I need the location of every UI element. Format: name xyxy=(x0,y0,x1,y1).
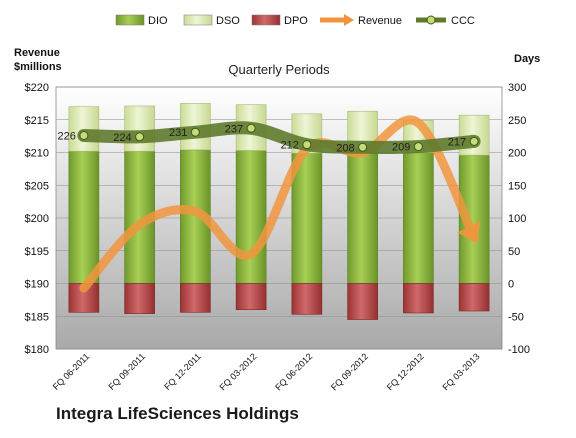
legend-label: DPO xyxy=(284,15,308,27)
revenue-point xyxy=(83,288,84,289)
right-tick-label: 300 xyxy=(508,82,526,94)
right-axis-ticks: -100 -50 0 50 100 150 200 250 300 xyxy=(508,82,530,356)
legend-swatch-dpo xyxy=(251,14,281,26)
revenue-series xyxy=(79,115,481,293)
ccc-data-label: 212 xyxy=(281,140,299,152)
legend-arrow-revenue xyxy=(344,14,354,26)
ccc-data-label: 217 xyxy=(448,136,466,148)
left-tick-label: $190 xyxy=(25,279,49,291)
bar-dpo xyxy=(180,283,211,313)
ccc-data-label: 226 xyxy=(58,130,76,142)
chart-title: Quarterly Periods xyxy=(228,62,330,77)
left-tick-label: $210 xyxy=(25,148,49,160)
right-tick-label: -100 xyxy=(508,344,530,356)
bar-dpo xyxy=(347,283,378,320)
ccc-data-label: 237 xyxy=(225,123,243,135)
ccc-point xyxy=(190,127,200,137)
left-tick-label: $195 xyxy=(25,246,49,258)
right-tick-label: 50 xyxy=(508,246,520,258)
legend-marker-ccc xyxy=(426,15,436,25)
bar-dio xyxy=(235,150,267,284)
left-tick-label: $215 xyxy=(25,115,49,127)
legend-label: CCC xyxy=(451,15,475,27)
x-tick-label: FQ 12-2012 xyxy=(385,351,426,392)
x-tick-label: FQ 06-2011 xyxy=(51,351,92,392)
left-tick-label: $200 xyxy=(25,213,49,225)
ccc-point xyxy=(246,123,256,133)
bar-dpo xyxy=(235,283,267,311)
ccc-data-label: 209 xyxy=(392,142,410,154)
legend-label: DIO xyxy=(148,15,168,27)
ccc-point xyxy=(358,142,368,152)
ccc-point xyxy=(469,136,479,146)
bar-dpo xyxy=(291,283,323,315)
left-tick-label: $205 xyxy=(25,180,49,192)
revenue-arrowhead xyxy=(457,221,481,244)
revenue-point xyxy=(195,211,196,212)
ccc-data-label: 231 xyxy=(169,127,187,139)
bar-dio xyxy=(347,152,378,284)
revenue-point xyxy=(251,254,252,255)
bar-dso xyxy=(124,105,155,152)
ccc-point xyxy=(413,142,423,152)
right-axis-label: Days xyxy=(514,53,540,65)
right-tick-label: 100 xyxy=(508,213,526,225)
legend-swatch-dio xyxy=(115,14,145,26)
ccc-point xyxy=(135,132,145,142)
legend-swatch-dso xyxy=(183,14,213,26)
revenue-point xyxy=(474,237,475,238)
bar-dso xyxy=(68,106,100,152)
ccc-point xyxy=(302,140,312,150)
legend: DIO DSO DPO Revenue CCC xyxy=(115,14,475,27)
x-tick-label: FQ 12-2011 xyxy=(162,351,203,392)
left-axis-label-line1: Revenue xyxy=(14,47,60,59)
revenue-point xyxy=(139,224,140,225)
right-tick-label: 250 xyxy=(508,115,526,127)
x-tick-label: FQ 03-2012 xyxy=(218,351,259,392)
bar-dpo xyxy=(124,283,155,314)
ccc-series: 226 224 231 237 212 208 209 217 xyxy=(58,121,481,154)
left-tick-label: $220 xyxy=(25,82,49,94)
legend-label: DSO xyxy=(216,15,240,27)
ccc-data-label: 208 xyxy=(336,142,354,154)
x-tick-label: FQ 09-2011 xyxy=(106,351,147,392)
left-axis-ticks: $180 $185 $190 $195 $200 $205 $210 $215 $220 xyxy=(25,82,49,356)
x-axis-ticks: FQ 06-2011 FQ 09-2011 FQ 12-2011 FQ 03-2012… xyxy=(51,351,482,392)
left-tick-label: $180 xyxy=(25,344,49,356)
bar-dpo xyxy=(458,283,490,312)
ccc-line xyxy=(77,121,481,154)
legend-label: Revenue xyxy=(358,15,402,27)
x-tick-label: FQ 06-2012 xyxy=(273,351,314,392)
right-tick-label: 150 xyxy=(508,180,526,192)
bar-dio xyxy=(291,152,323,284)
right-tick-label: -50 xyxy=(508,311,524,323)
revenue-point xyxy=(418,123,419,124)
left-tick-label: $185 xyxy=(25,311,49,323)
company-name: Integra LifeSciences Holdings xyxy=(56,404,299,423)
revenue-line xyxy=(79,115,479,293)
bar-dio xyxy=(68,150,100,284)
right-tick-label: 200 xyxy=(508,148,526,160)
right-tick-label: 0 xyxy=(508,279,514,291)
x-tick-label: FQ 03-2013 xyxy=(441,351,482,392)
left-axis-label-line2: $millions xyxy=(14,61,62,73)
ccc-data-label: 224 xyxy=(113,132,131,144)
x-tick-label: FQ 09-2012 xyxy=(329,351,370,392)
bar-dpo xyxy=(403,283,434,314)
bar-dio xyxy=(403,152,434,284)
ccc-point xyxy=(79,130,89,140)
